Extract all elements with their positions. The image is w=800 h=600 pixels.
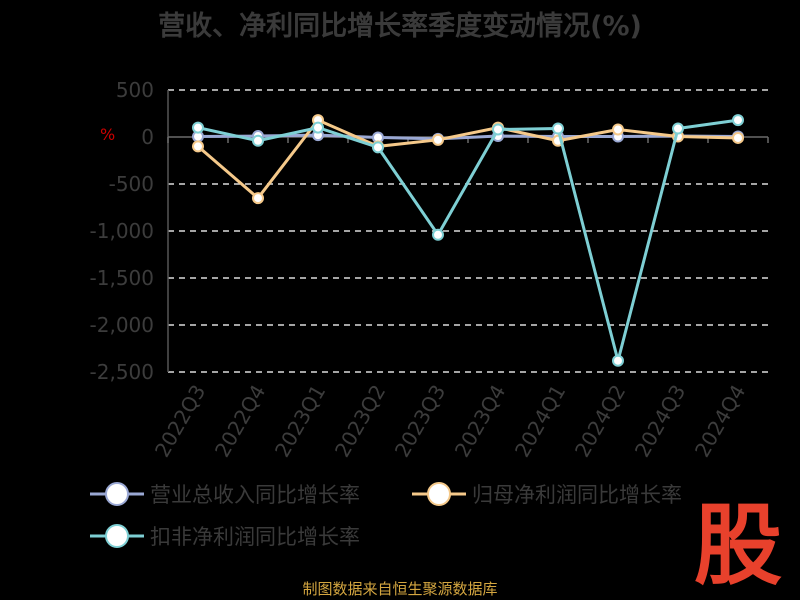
legend-label: 归母净利润同比增长率 <box>472 483 682 507</box>
legend-label: 扣非净利润同比增长率 <box>150 525 360 549</box>
series-line <box>197 118 739 200</box>
data-point <box>552 122 564 135</box>
x-tick-label: 2023Q4 <box>450 381 510 462</box>
series-line <box>197 118 739 363</box>
x-tick-label: 2024Q4 <box>690 381 750 462</box>
legend-item[interactable]: 归母净利润同比增长率 <box>412 476 682 512</box>
data-point <box>252 192 264 205</box>
source-note: 制图数据来自恒生聚源数据库 <box>302 580 498 598</box>
data-point <box>432 228 444 241</box>
x-tick-label: 2023Q2 <box>330 381 390 462</box>
y-tick-label: -1,500 <box>90 266 154 290</box>
y-tick-label: 500 <box>116 78 154 102</box>
axis-unit-marker: % <box>100 125 115 144</box>
x-tick-label: 2022Q3 <box>150 381 210 462</box>
data-point <box>612 123 624 136</box>
data-point <box>492 123 504 136</box>
x-tick-label: 2024Q2 <box>570 381 630 462</box>
legend-swatch <box>412 482 466 506</box>
data-point <box>312 121 324 134</box>
data-point <box>372 141 384 154</box>
legend-swatch-marker <box>105 482 129 506</box>
y-tick-label: -2,000 <box>90 313 154 337</box>
x-tick-label: 2023Q3 <box>390 381 450 462</box>
x-tick-label: 2024Q3 <box>630 381 690 462</box>
data-point <box>732 114 744 127</box>
data-point <box>432 133 444 146</box>
logo-glyph: 股 <box>694 498 782 588</box>
x-tick-label: 2024Q1 <box>510 381 570 462</box>
legend-label: 营业总收入同比增长率 <box>150 483 360 507</box>
x-tick-label: 2023Q1 <box>270 381 330 462</box>
data-point <box>192 121 204 134</box>
legend-swatch-marker <box>105 524 129 548</box>
logo: 股 <box>694 498 782 588</box>
y-tick-label: -500 <box>109 172 154 196</box>
chart-title: 营收、净利同比增长率季度变动情况(%) <box>158 11 642 42</box>
legend-item[interactable]: 扣非净利润同比增长率 <box>90 518 360 554</box>
y-tick-label: 0 <box>141 125 154 149</box>
data-point <box>612 354 624 367</box>
series-2 <box>192 114 744 205</box>
legend-swatch <box>90 524 144 548</box>
legend-swatch <box>90 482 144 506</box>
x-tick-label: 2022Q4 <box>210 381 270 462</box>
y-tick-label: -2,500 <box>90 360 154 384</box>
data-point <box>672 122 684 135</box>
y-tick-label: -1,000 <box>90 219 154 243</box>
series-3 <box>192 114 744 367</box>
legend-item[interactable]: 营业总收入同比增长率 <box>90 476 360 512</box>
series-layer <box>192 114 744 367</box>
legend-swatch-marker <box>427 482 451 506</box>
data-point <box>252 134 264 147</box>
data-point <box>192 140 204 153</box>
data-point <box>732 131 744 144</box>
